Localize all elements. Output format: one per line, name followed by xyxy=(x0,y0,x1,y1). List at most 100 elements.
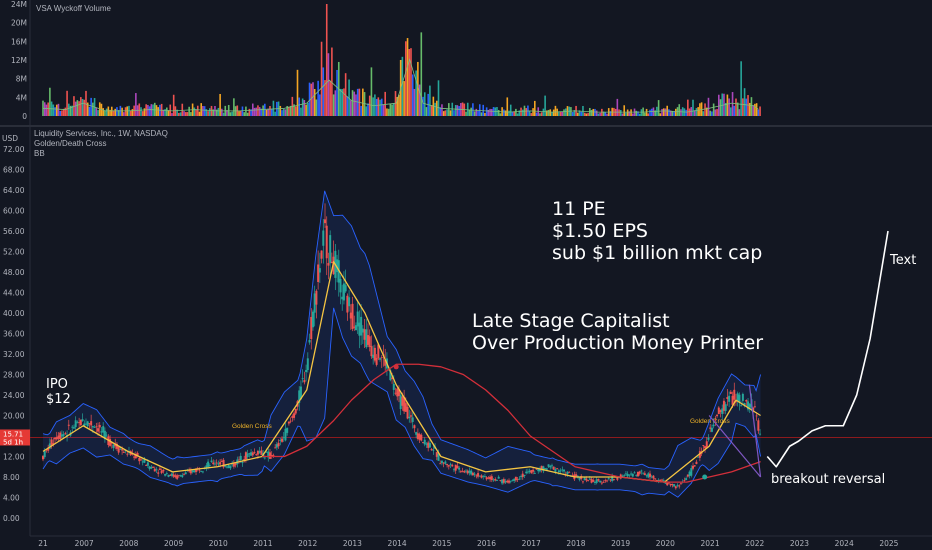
candle-body xyxy=(114,443,117,447)
candle-body xyxy=(561,469,564,471)
indicator-golden-death-cross-label[interactable]: Golden/Death Cross xyxy=(34,139,106,148)
candle-body xyxy=(642,472,645,474)
candle-body xyxy=(659,479,662,481)
volume-bar xyxy=(654,110,656,116)
volume-bar xyxy=(590,109,593,116)
volume-bar xyxy=(221,108,223,116)
candle-body xyxy=(599,480,602,483)
candle-body xyxy=(752,407,755,413)
candle-body xyxy=(532,469,535,472)
candle-body xyxy=(212,462,215,465)
volume-bar xyxy=(190,112,192,116)
volume-bar xyxy=(638,113,641,116)
price-tick-label: 28.00 xyxy=(3,371,25,380)
trend-drawings[interactable] xyxy=(393,364,762,480)
volume-bar xyxy=(382,104,385,116)
candle-body xyxy=(361,328,364,333)
candle-body xyxy=(477,473,480,477)
candle-body xyxy=(332,256,335,275)
fundamentals-annotation-line1[interactable]: 11 PE xyxy=(552,198,606,220)
candle-body xyxy=(97,428,100,432)
volume-bar xyxy=(554,105,557,116)
volume-bar xyxy=(181,103,184,116)
text-annotation[interactable]: Text xyxy=(889,253,916,268)
candle-body xyxy=(265,451,268,453)
volume-bar xyxy=(90,97,92,116)
price-tick-label: 72.00 xyxy=(3,145,25,154)
fundamentals-annotation-line2[interactable]: $1.50 EPS xyxy=(552,220,648,242)
volume-bar xyxy=(257,105,259,116)
candle-body xyxy=(695,461,698,465)
volume-bar xyxy=(164,109,166,116)
candle-body xyxy=(636,471,639,477)
candle-body xyxy=(588,478,591,480)
volume-bar xyxy=(57,103,60,116)
volume-bar xyxy=(599,112,601,116)
candle-body xyxy=(609,479,612,481)
fundamentals-annotation-line3[interactable]: sub $1 billion mkt cap xyxy=(552,242,762,264)
volume-bar xyxy=(372,97,374,116)
candle-body xyxy=(416,433,419,439)
candle-body xyxy=(308,340,311,343)
volume-bar xyxy=(117,110,120,116)
volume-bar xyxy=(422,96,424,116)
price-tick-label: 56.00 xyxy=(3,227,25,236)
volume-bar xyxy=(339,88,342,116)
volume-bar xyxy=(473,111,476,116)
candle-body xyxy=(494,479,497,481)
volume-bar xyxy=(162,109,165,116)
death-cross-marker xyxy=(393,364,399,370)
volume-bar xyxy=(435,100,438,116)
candle-body xyxy=(678,485,681,487)
volume-bar xyxy=(403,81,405,116)
candle-body xyxy=(327,263,330,266)
volume-bar xyxy=(320,41,323,116)
ma-slow-line xyxy=(262,363,761,483)
candle-body xyxy=(90,421,93,426)
candle-body xyxy=(508,480,511,483)
candle-body xyxy=(344,285,347,292)
capitalist-annotation-line2[interactable]: Over Production Money Printer xyxy=(472,332,763,354)
volume-bar xyxy=(362,88,364,116)
candle-body xyxy=(428,443,431,448)
volume-bar xyxy=(143,108,146,116)
candle-body xyxy=(177,475,180,477)
price-tick-label: 4.00 xyxy=(3,494,20,503)
volume-bar xyxy=(717,94,720,116)
candle-body xyxy=(563,469,566,472)
candle-body xyxy=(189,470,192,474)
candle-body xyxy=(514,476,517,481)
volume-bar xyxy=(135,93,137,116)
candle-body xyxy=(645,474,648,476)
volume-bar xyxy=(449,110,452,116)
time-tick-label: 2025 xyxy=(879,539,898,548)
volume-bar xyxy=(387,108,390,116)
volume-bar xyxy=(745,98,748,116)
volume-bar xyxy=(451,102,454,116)
volume-bar xyxy=(413,88,416,116)
volume-bar xyxy=(549,109,552,116)
candle-body xyxy=(43,450,46,458)
volume-bar xyxy=(138,103,141,116)
capitalist-annotation-line1[interactable]: Late Stage Capitalist xyxy=(472,310,670,332)
volume-bar xyxy=(564,108,567,116)
ipo-annotation-line2[interactable]: $12 xyxy=(46,392,71,407)
candle-body xyxy=(200,471,203,472)
indicator-bb-label[interactable]: BB xyxy=(34,149,45,158)
candle-body xyxy=(607,478,610,480)
breakout-reversal-annotation[interactable]: breakout reversal xyxy=(771,472,885,487)
ipo-annotation-line1[interactable]: IPO xyxy=(46,377,68,392)
candle-body xyxy=(478,475,481,477)
volume-bar xyxy=(298,97,301,116)
volume-bars xyxy=(42,4,761,117)
volume-bar xyxy=(305,104,307,116)
volume-bar xyxy=(609,111,612,116)
candle-body xyxy=(631,473,634,477)
price-candles xyxy=(42,203,762,490)
candle-body xyxy=(157,472,160,474)
volume-bar xyxy=(576,112,579,116)
volume-bar xyxy=(80,97,82,116)
volume-bar xyxy=(506,97,509,116)
volume-bar xyxy=(542,108,545,116)
